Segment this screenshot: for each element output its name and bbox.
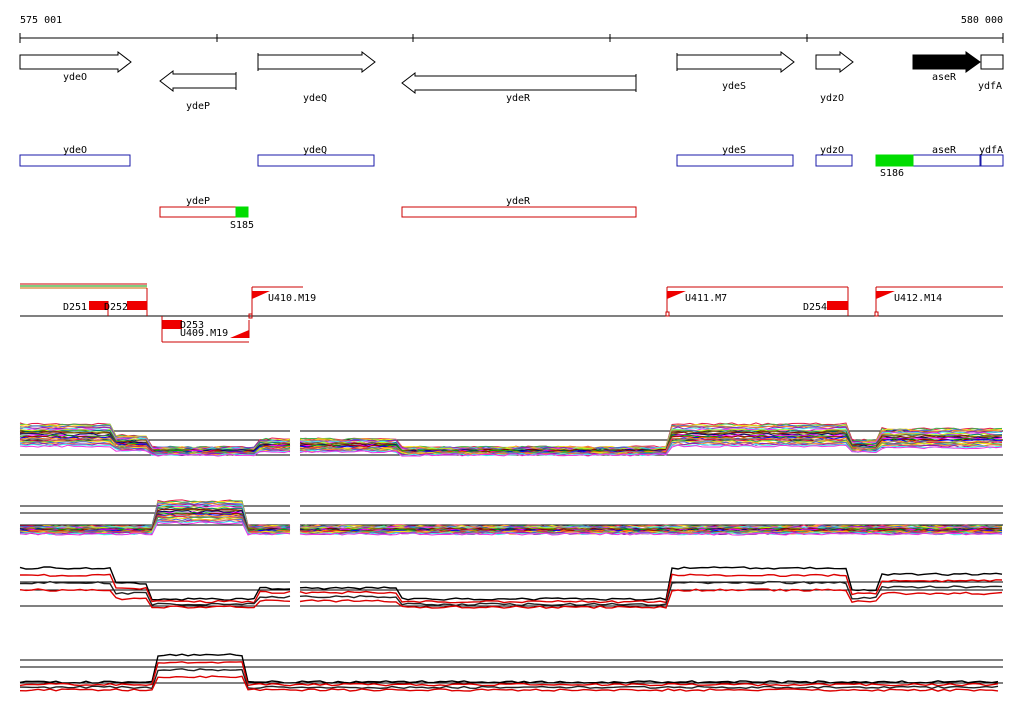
gene-arrow-ydzO[interactable]: ydzO: [815, 50, 854, 104]
regulatory-track: D251 D252 D253 U409.M19 U410.M19: [20, 283, 1003, 343]
reverse-box-label: ydeR: [506, 196, 531, 207]
coordinate-ruler: 575 001 580 000: [19, 15, 1004, 43]
signal-trace: [299, 573, 1003, 604]
signal-trace: [19, 653, 999, 684]
reverse-box-label: ydeP: [186, 196, 210, 207]
signal-trace: [299, 444, 1003, 457]
gene-arrow-label: ydeO: [63, 72, 87, 83]
reverse-box-track: ydeP ydeR S185: [159, 196, 637, 231]
gene-arrow-label: ydeS: [722, 81, 746, 92]
gene-arrow-label: ydfA: [978, 81, 1002, 92]
signal-trace: [19, 580, 291, 606]
region-label: D254: [803, 302, 827, 313]
region-D251[interactable]: D251: [63, 301, 109, 316]
forward-box-label: ydzO: [820, 145, 844, 156]
signal-traces-panel-4: [19, 653, 999, 692]
signal-trace: [19, 566, 291, 601]
forward-box-ydeO[interactable]: ydeO: [19, 145, 131, 167]
ruler-end-label: 580 000: [961, 15, 1003, 26]
signal-trace: [19, 442, 291, 457]
signal-trace: [299, 580, 1003, 607]
forward-box-track: ydeO ydeQ ydeS ydzO aseR ydfA S186: [19, 145, 1004, 179]
gene-arrow-ydeO[interactable]: ydeO: [19, 50, 132, 83]
signal-panel-1: [19, 422, 1003, 457]
upstream-site-label: U412.M14: [894, 293, 942, 304]
forward-box-ydeS[interactable]: ydeS: [676, 145, 794, 167]
signal-trace: [299, 532, 1003, 536]
upstream-site-U411.M7[interactable]: U411.M7: [665, 286, 849, 317]
green-marker-S185[interactable]: S185: [230, 206, 254, 231]
upstream-site-label: U409.M19: [180, 328, 228, 339]
upstream-site-label: U411.M7: [685, 293, 727, 304]
reverse-box-ydeR[interactable]: ydeR: [401, 196, 637, 218]
forward-box-label: ydfA: [979, 145, 1003, 156]
signal-trace: [19, 668, 999, 690]
region-D253[interactable]: D253: [162, 320, 204, 331]
signal-trace: [19, 573, 291, 604]
gene-arrow-ydeR[interactable]: ydeR: [401, 71, 637, 104]
signal-trace: [19, 521, 291, 536]
signal-traces-panel-2: [19, 499, 1003, 536]
green-marker-label: S185: [230, 220, 254, 231]
forward-box-aseR[interactable]: aseR: [912, 145, 981, 167]
signal-traces-panel-1: [19, 422, 1003, 457]
gene-arrow-ydfA[interactable]: ydfA: [978, 54, 1004, 92]
forward-box-label: aseR: [932, 145, 957, 156]
upstream-site-U410.M19[interactable]: U410.M19: [248, 286, 316, 319]
gene-arrow-label: ydeQ: [303, 93, 327, 104]
gene-arrow-aseR[interactable]: aseR: [912, 51, 981, 83]
gene-arrow-label: ydzO: [820, 93, 844, 104]
gene-arrow-ydeQ[interactable]: ydeQ: [257, 50, 376, 104]
signal-panel-4: [19, 653, 1003, 692]
gene-arrow-label: ydeP: [186, 101, 210, 112]
forward-box-ydzO[interactable]: ydzO: [815, 145, 853, 167]
gene-arrow-label: aseR: [932, 72, 957, 83]
region-label: D253: [180, 320, 204, 331]
signal-trace: [19, 675, 999, 692]
forward-box-label: ydeS: [722, 145, 746, 156]
region-D252[interactable]: D252: [104, 301, 147, 313]
signal-trace: [299, 422, 1003, 449]
signal-trace: [19, 588, 291, 609]
gene-arrow-label: ydeR: [506, 93, 531, 104]
signal-panel-2: [19, 499, 1003, 536]
signal-trace: [299, 566, 1003, 601]
gene-arrow-track: ydeO ydeP ydeQ ydeR ydeS ydzO aseR: [19, 50, 1004, 112]
reverse-box-ydeP[interactable]: ydeP: [159, 196, 238, 218]
gene-arrow-ydeP[interactable]: ydeP: [159, 69, 237, 112]
green-marker-S186[interactable]: S186: [875, 154, 914, 179]
upstream-site-U412.M14[interactable]: U412.M14: [874, 286, 1003, 317]
gene-arrow-ydeS[interactable]: ydeS: [676, 50, 795, 92]
signal-traces-panel-3: [19, 566, 1003, 609]
region-D254[interactable]: D254: [803, 301, 848, 313]
signal-panel-3: [19, 566, 1003, 609]
forward-box-ydeQ[interactable]: ydeQ: [257, 145, 375, 167]
upstream-site-U409.M19[interactable]: U409.M19: [161, 316, 250, 343]
forward-box-ydfA[interactable]: ydfA: [979, 145, 1004, 167]
upstream-site-label: U410.M19: [268, 293, 316, 304]
signal-trace: [19, 661, 999, 687]
region-label: D252: [104, 302, 128, 313]
forward-box-label: ydeQ: [303, 145, 327, 156]
region-label: D251: [63, 302, 87, 313]
forward-box-label: ydeO: [63, 145, 87, 156]
signal-trace: [19, 444, 291, 457]
ruler-start-label: 575 001: [20, 15, 62, 26]
signal-trace: [299, 588, 1003, 609]
green-marker-label: S186: [880, 168, 904, 179]
